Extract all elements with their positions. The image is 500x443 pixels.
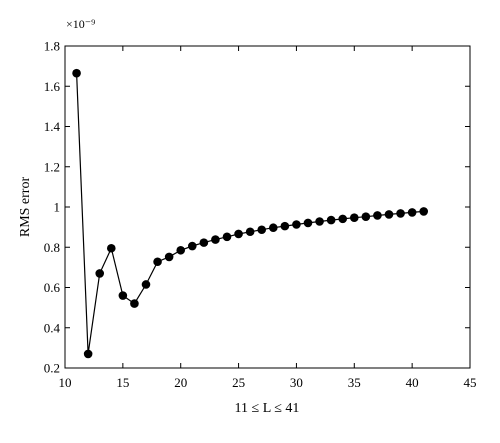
data-point	[118, 291, 128, 300]
x-tick-label: 35	[348, 375, 361, 390]
data-point	[361, 212, 371, 221]
data-point	[83, 349, 93, 359]
y-tick-label: 0.8	[44, 240, 60, 255]
data-point	[222, 232, 232, 242]
data-point	[164, 252, 174, 262]
data-point	[153, 257, 162, 267]
data-point	[292, 220, 301, 229]
data-point	[95, 269, 105, 278]
plot-frame	[64, 45, 471, 369]
data-point	[303, 218, 313, 228]
data-point	[199, 238, 209, 247]
data-point	[338, 214, 348, 224]
y-tick-label: 1.6	[44, 79, 61, 94]
tick-labels-group: 10 15 20 25 30 35 40 45 0.2 0.4 0.6 0.8 1 1.2 1.4 1.6 1.…	[44, 39, 477, 391]
x-axis-label: 11 ≤ L ≤ 41	[235, 401, 300, 416]
y-tick-label: 1.4	[44, 119, 61, 134]
x-tick-label: 20	[174, 375, 187, 390]
x-tick-label: 30	[290, 375, 303, 390]
y-tick-label: 1.2	[44, 159, 60, 174]
data-point	[280, 221, 290, 231]
y-tick-label: 0.6	[44, 280, 61, 295]
data-point	[72, 68, 81, 78]
x-tick-label: 40	[406, 375, 419, 390]
x-tick-label: 10	[59, 375, 72, 390]
data-point	[349, 213, 359, 222]
y-tick-label: 0.4	[44, 320, 61, 335]
data-point	[245, 227, 255, 237]
data-point	[187, 241, 197, 251]
series-line	[76, 73, 424, 354]
data-point	[257, 225, 267, 235]
y-tick-label: 1.8	[44, 39, 60, 54]
data-point	[326, 215, 336, 225]
data-point	[234, 229, 243, 239]
data-point	[419, 207, 429, 216]
data-point	[373, 211, 382, 220]
data-point	[268, 223, 278, 233]
y-tick-label: 0.2	[44, 361, 60, 376]
data-point	[106, 243, 116, 253]
data-point	[384, 210, 394, 219]
data-point	[130, 299, 139, 308]
data-point	[396, 209, 405, 218]
x-tick-label: 25	[232, 375, 245, 390]
data-point	[407, 208, 417, 217]
ticks-group	[64, 45, 471, 369]
series-group	[72, 68, 429, 359]
y-exponent-label: ×10⁻⁹	[66, 17, 95, 31]
x-tick-label: 15	[116, 375, 129, 390]
y-axis-label: RMS error	[18, 177, 33, 238]
data-point	[315, 217, 324, 226]
data-point	[141, 280, 151, 289]
data-point	[211, 235, 220, 244]
data-point	[176, 245, 186, 255]
x-tick-label: 45	[464, 375, 477, 390]
y-tick-label: 1	[54, 200, 61, 215]
